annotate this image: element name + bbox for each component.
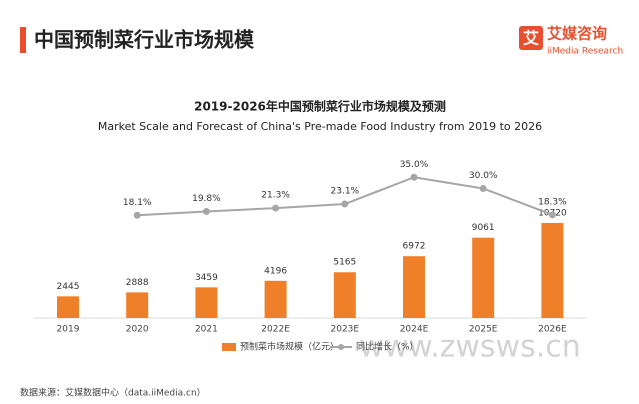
growth-label: 23.1% xyxy=(331,187,360,197)
bar xyxy=(195,287,218,318)
bar-label: 3459 xyxy=(195,273,218,283)
bar xyxy=(541,223,564,318)
bar xyxy=(264,280,287,318)
growth-point xyxy=(479,185,487,192)
bar-label: 5165 xyxy=(333,258,356,268)
logo-en: iiMedia Research xyxy=(547,47,623,57)
bar-label: 2445 xyxy=(57,282,80,292)
x-tick-label: 2026E xyxy=(538,325,567,335)
bar-label: 9061 xyxy=(472,223,495,233)
logo-icon xyxy=(519,26,543,50)
x-tick-label: 2022E xyxy=(261,325,290,335)
growth-label: 18.3% xyxy=(538,197,567,207)
chart-title: 2019-2026年中国预制菜行业市场规模及预测 xyxy=(194,99,446,114)
x-tick-label: 2025E xyxy=(469,325,498,335)
bar xyxy=(126,292,149,318)
legend-marker xyxy=(338,344,344,350)
growth-point xyxy=(341,200,349,208)
header-bar xyxy=(20,27,26,53)
growth-point xyxy=(548,211,556,219)
watermark: www.zwsws.cn xyxy=(359,330,581,365)
legend-label: 同比增长（%） xyxy=(356,341,419,353)
logo-icon-text: 艾 xyxy=(523,29,539,48)
growth-label: 19.8% xyxy=(192,194,221,204)
legend-swatch xyxy=(222,343,236,351)
bar xyxy=(403,256,425,318)
growth-point xyxy=(272,204,280,212)
bar xyxy=(57,296,79,318)
x-tick-label: 2019 xyxy=(57,325,80,335)
bar xyxy=(333,272,356,318)
x-tick-label: 2020 xyxy=(126,325,149,335)
growth-label: 18.1% xyxy=(123,198,152,208)
source: 数据来源：艾媒数据中心（data.iiMedia.cn） xyxy=(20,387,206,399)
legend-label: 预制菜市场规模（亿元） xyxy=(240,341,339,353)
growth-point xyxy=(410,173,418,181)
growth-label: 21.3% xyxy=(261,191,290,201)
x-tick-label: 2024E xyxy=(400,325,429,335)
x-tick-label: 2023E xyxy=(331,325,360,335)
header-title: 中国预制菜行业市场规模 xyxy=(34,28,255,52)
growth-point xyxy=(202,207,210,215)
chart-subtitle: Market Scale and Forecast of China's Pre… xyxy=(98,120,542,133)
bar xyxy=(472,237,495,318)
bar-label: 6972 xyxy=(403,242,426,252)
bar-label: 2888 xyxy=(126,278,149,288)
growth-label: 30.0% xyxy=(469,171,498,181)
growth-label: 35.0% xyxy=(400,160,429,170)
growth-point xyxy=(133,211,141,219)
bar-label: 4196 xyxy=(264,266,287,276)
logo-cn: 艾媒咨询 xyxy=(547,25,607,43)
x-tick-label: 2021 xyxy=(195,325,218,335)
